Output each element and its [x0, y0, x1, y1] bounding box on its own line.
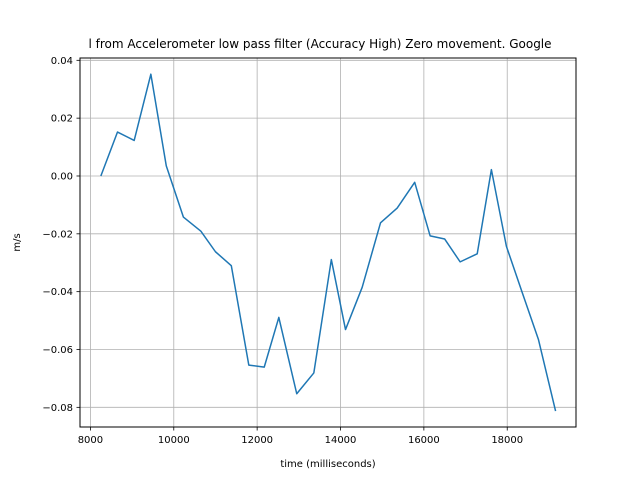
y-tick-label: −0.08	[42, 403, 73, 414]
chart-title: l from Accelerometer low pass filter (Ac…	[88, 37, 551, 51]
plot-frame	[79, 57, 577, 428]
y-tick-label: −0.06	[42, 345, 73, 356]
x-tick-label: 8000	[78, 435, 103, 446]
series-layer	[100, 73, 557, 412]
y-axis-label: m/s	[12, 233, 23, 251]
y-tick-label: −0.04	[42, 287, 73, 298]
x-tick-label: 10000	[158, 435, 190, 446]
x-tick-label: 18000	[491, 435, 523, 446]
x-tick-label: 16000	[408, 435, 440, 446]
x-axis-label: time (milliseconds)	[280, 459, 375, 470]
y-tick-label: 0.02	[51, 114, 73, 125]
x-tick-label: 12000	[241, 435, 273, 446]
y-tick-label: 0.04	[51, 56, 73, 67]
x-tick-label: 14000	[325, 435, 357, 446]
y-tick-label: −0.02	[42, 229, 73, 240]
grid	[80, 58, 576, 427]
ticks: 8000 10000 12000 14000 16000 18000 −0.08 −0.06 −…	[42, 56, 523, 446]
series-line	[100, 73, 557, 412]
y-tick-label: 0.00	[51, 171, 73, 182]
